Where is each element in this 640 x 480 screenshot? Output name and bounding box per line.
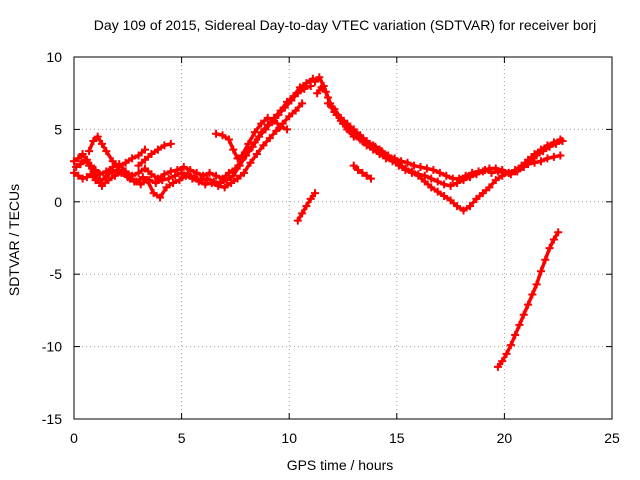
- data-connector: [246, 140, 257, 153]
- x-tick-label: 10: [281, 430, 297, 446]
- y-tick-label: 0: [54, 194, 62, 210]
- data-point: [556, 151, 565, 160]
- data-point: [298, 99, 307, 108]
- data-connector: [291, 85, 302, 98]
- y-tick-label: -10: [42, 339, 62, 355]
- data-connector: [145, 178, 156, 195]
- y-axis-label: SDTVAR / TECUs: [6, 184, 22, 296]
- data-connector: [240, 142, 251, 158]
- x-axis-label: GPS time / hours: [287, 457, 394, 473]
- x-tick-label: 15: [389, 430, 405, 446]
- data-points: [70, 73, 567, 371]
- data-point: [366, 174, 375, 183]
- x-tick-label: 5: [178, 430, 186, 446]
- data-connector: [332, 107, 343, 120]
- series-track-d: [85, 132, 150, 172]
- data-connector: [104, 149, 115, 164]
- plot-frame: [73, 56, 613, 420]
- x-tick-label: 0: [70, 430, 78, 446]
- y-tick-label: -15: [42, 411, 62, 427]
- axis-ticks: 0 5 10 15 20 25 -15 -10 -5 0 5 10: [42, 49, 620, 446]
- data-connector: [242, 160, 253, 175]
- data-point: [283, 125, 292, 134]
- data-connector: [255, 143, 266, 156]
- data-connector: [278, 100, 289, 113]
- data-connector: [248, 152, 259, 165]
- y-tick-label: 10: [46, 49, 62, 65]
- data-connector: [293, 101, 304, 113]
- series-track-g: [293, 189, 320, 225]
- series-track-l: [493, 228, 563, 371]
- series-track-e: [134, 139, 175, 170]
- series-track-f: [212, 113, 292, 163]
- data-point: [554, 228, 563, 237]
- data-point: [306, 81, 315, 90]
- data-connector: [246, 130, 257, 146]
- data-point: [556, 135, 565, 144]
- data-connector: [231, 163, 242, 178]
- data-connector: [233, 158, 244, 171]
- y-tick-label: 5: [54, 121, 62, 137]
- data-point: [166, 139, 175, 148]
- data-connector: [253, 130, 263, 145]
- data-point: [311, 189, 320, 198]
- x-tick-label: 20: [497, 430, 513, 446]
- x-tick-label: 25: [604, 430, 620, 446]
- series-track-j: [323, 99, 565, 215]
- chart-title: Day 109 of 2015, Sidereal Day-to-day VTE…: [94, 17, 596, 33]
- data-connector: [158, 185, 169, 200]
- data-connector: [339, 118, 350, 132]
- y-tick-label: -5: [50, 266, 63, 282]
- data-point: [141, 145, 150, 154]
- series-track-c: [72, 99, 307, 202]
- series-track-k: [349, 161, 375, 183]
- data-connector: [253, 121, 263, 135]
